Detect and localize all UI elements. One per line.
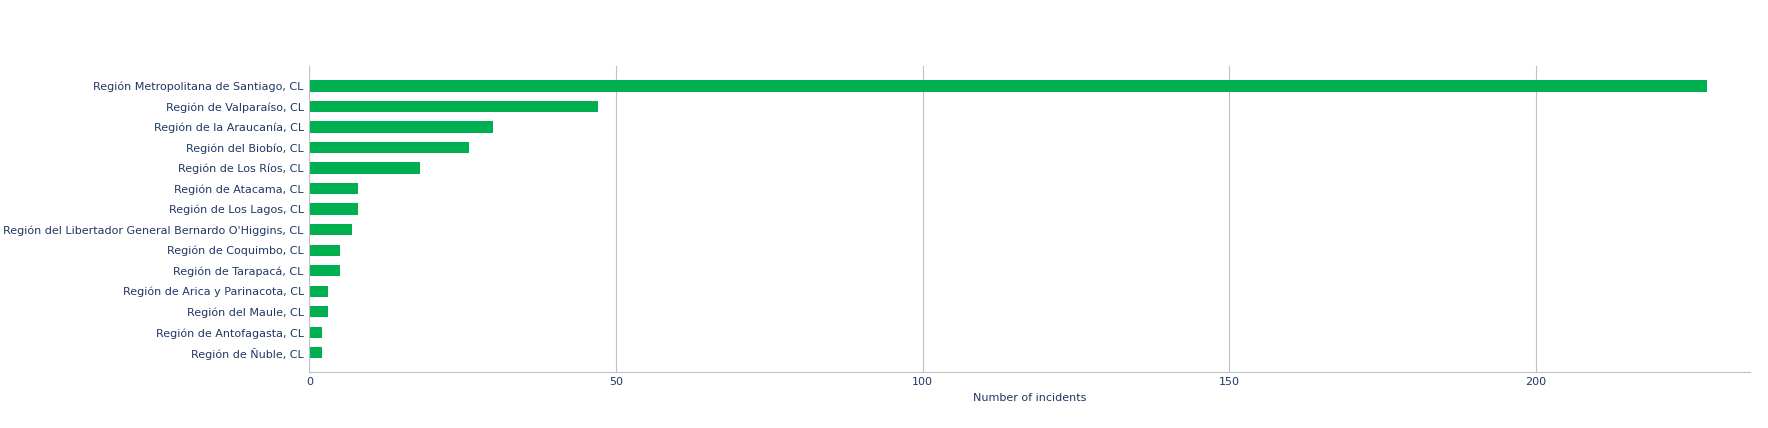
- Text: Protest incidents per region of Chile: 1 October 2019 – 20 April 2021: Protest incidents per region of Chile: 1…: [9, 20, 598, 35]
- Bar: [309, 162, 419, 174]
- Bar: [309, 347, 322, 358]
- Bar: [309, 244, 339, 256]
- X-axis label: Number of incidents: Number of incidents: [972, 393, 1087, 403]
- Bar: [309, 121, 493, 133]
- Bar: [309, 142, 469, 153]
- Bar: [309, 183, 359, 194]
- Bar: [309, 327, 322, 338]
- Bar: [309, 265, 339, 276]
- Bar: [309, 80, 1708, 92]
- Bar: [309, 224, 352, 235]
- Bar: [309, 306, 327, 318]
- Bar: [309, 101, 598, 112]
- Bar: [309, 285, 327, 297]
- Bar: [309, 203, 359, 215]
